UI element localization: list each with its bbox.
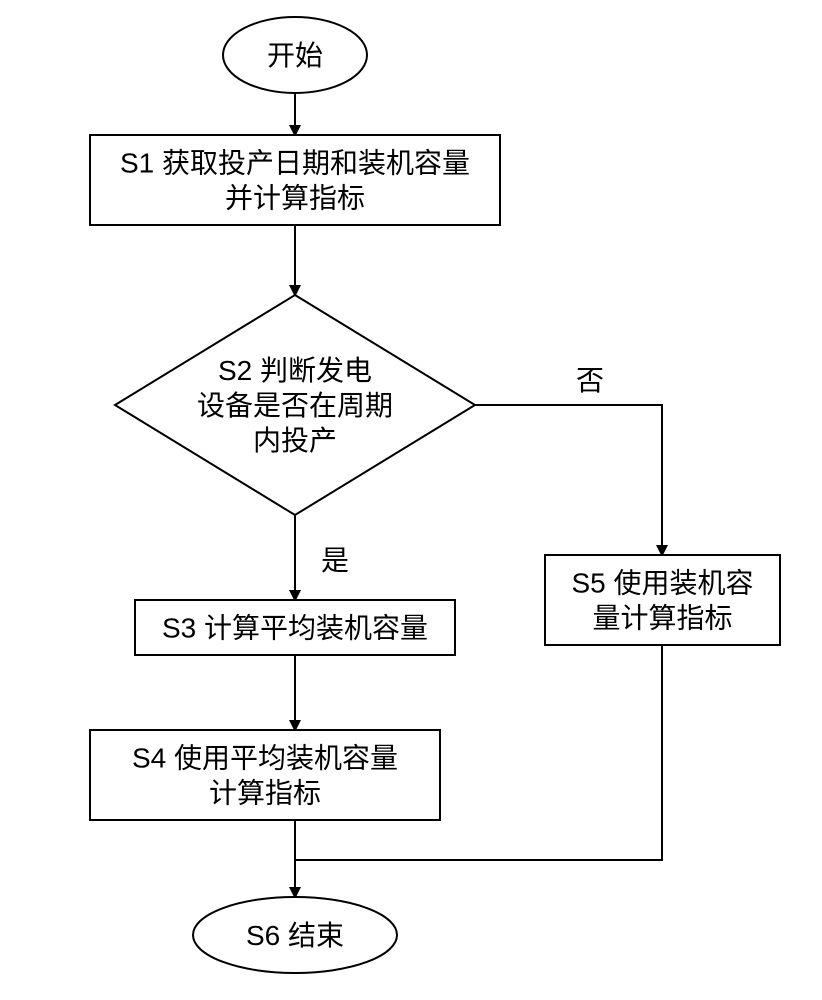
edge-label: 是 [321,545,349,576]
node-label: 设备是否在周期 [197,390,393,421]
edge [475,405,662,555]
node-label: 内投产 [253,425,337,456]
edge-label: 否 [576,365,604,396]
node-label: 计算指标 [209,777,321,808]
node-label: 并计算指标 [225,182,365,213]
node-label: S3 计算平均装机容量 [162,612,428,643]
node-label: S6 结束 [246,920,344,951]
node-label: S1 获取投产日期和装机容量 [120,147,470,178]
node-label: 开始 [267,40,323,71]
node-label: S2 判断发电 [218,355,372,386]
node-label: 量计算指标 [592,602,732,633]
node-label: S4 使用平均装机容量 [132,742,398,773]
node-label: S5 使用装机容 [571,567,753,598]
